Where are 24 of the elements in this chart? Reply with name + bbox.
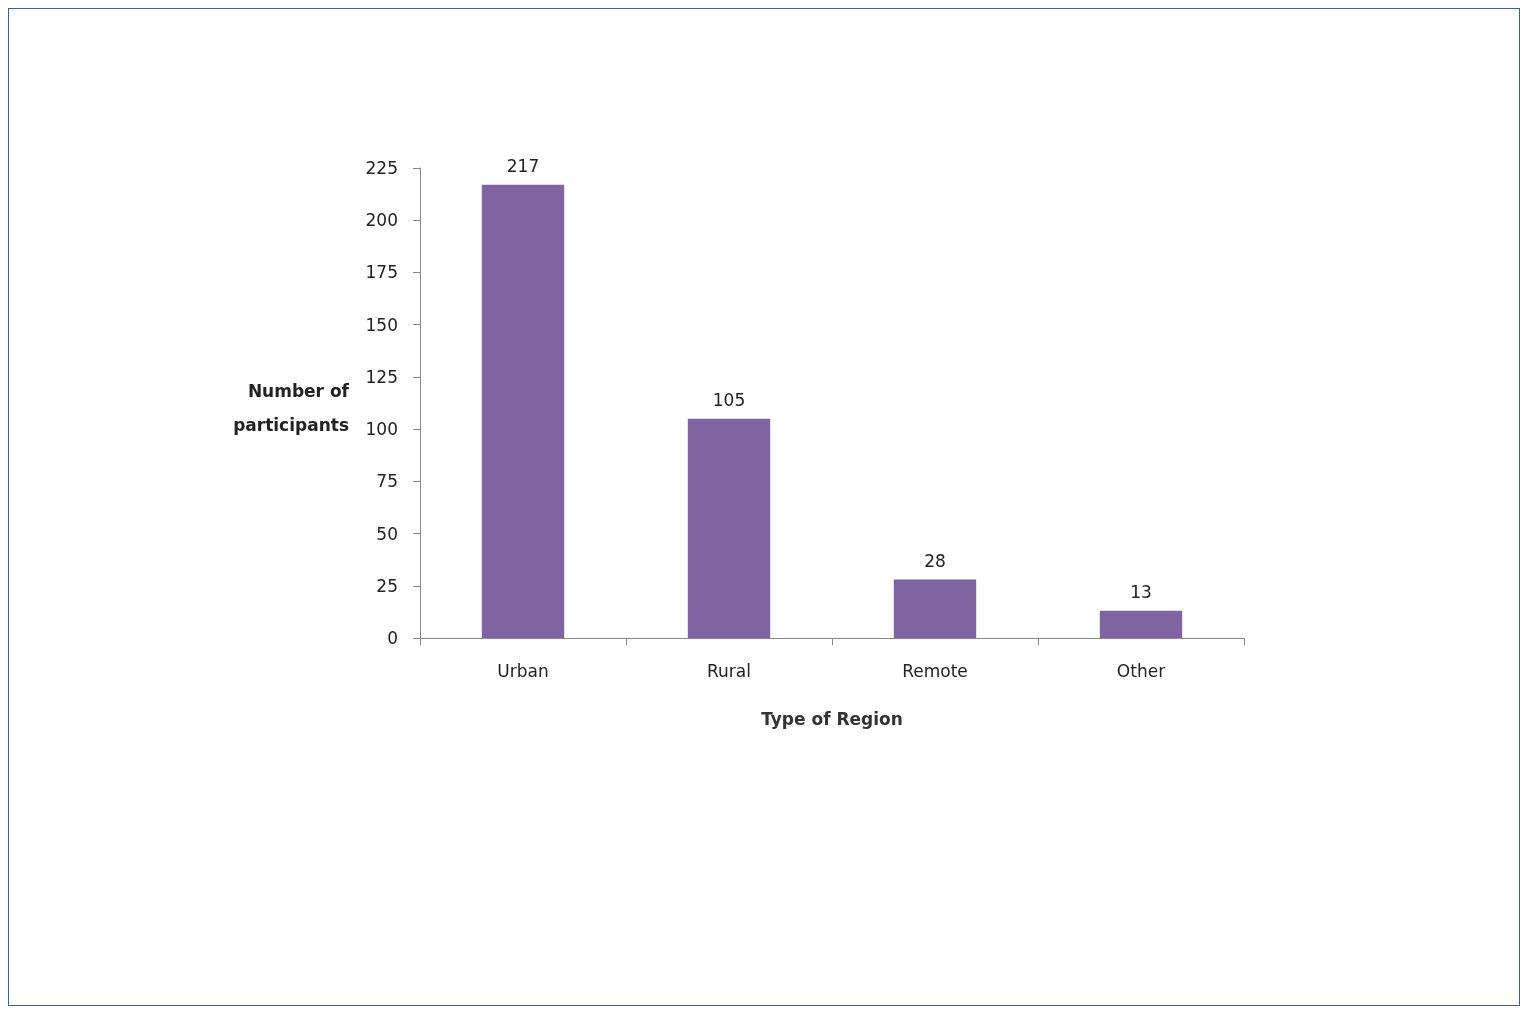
y-axis-title: Number of participants <box>232 380 349 437</box>
x-tick-label: Remote <box>902 660 968 681</box>
x-tick-label: Urban <box>497 660 549 681</box>
x-tick-label: Rural <box>707 660 751 681</box>
y-tick-label: 200 <box>365 210 398 231</box>
y-tick-label: 125 <box>365 366 398 387</box>
data-label: 13 <box>1130 582 1152 603</box>
bar <box>687 418 771 638</box>
y-tick-label: 0 <box>387 628 398 648</box>
data-label: 217 <box>506 156 540 177</box>
y-tick-label: 225 <box>365 158 398 178</box>
y-tick-label: 25 <box>376 575 398 596</box>
bar <box>1099 610 1183 638</box>
y-tick-label: 150 <box>365 314 398 335</box>
y-tick-label: 75 <box>376 471 398 492</box>
bar <box>481 184 565 638</box>
y-tick-label: 100 <box>365 419 398 440</box>
data-label: 28 <box>924 551 946 572</box>
bar <box>893 579 977 638</box>
x-axis-title: Type of Region <box>761 708 903 729</box>
x-tick-label: Other <box>1116 660 1166 681</box>
data-label: 105 <box>712 390 746 411</box>
y-tick-label: 50 <box>376 523 398 544</box>
y-tick-label: 175 <box>365 262 398 283</box>
